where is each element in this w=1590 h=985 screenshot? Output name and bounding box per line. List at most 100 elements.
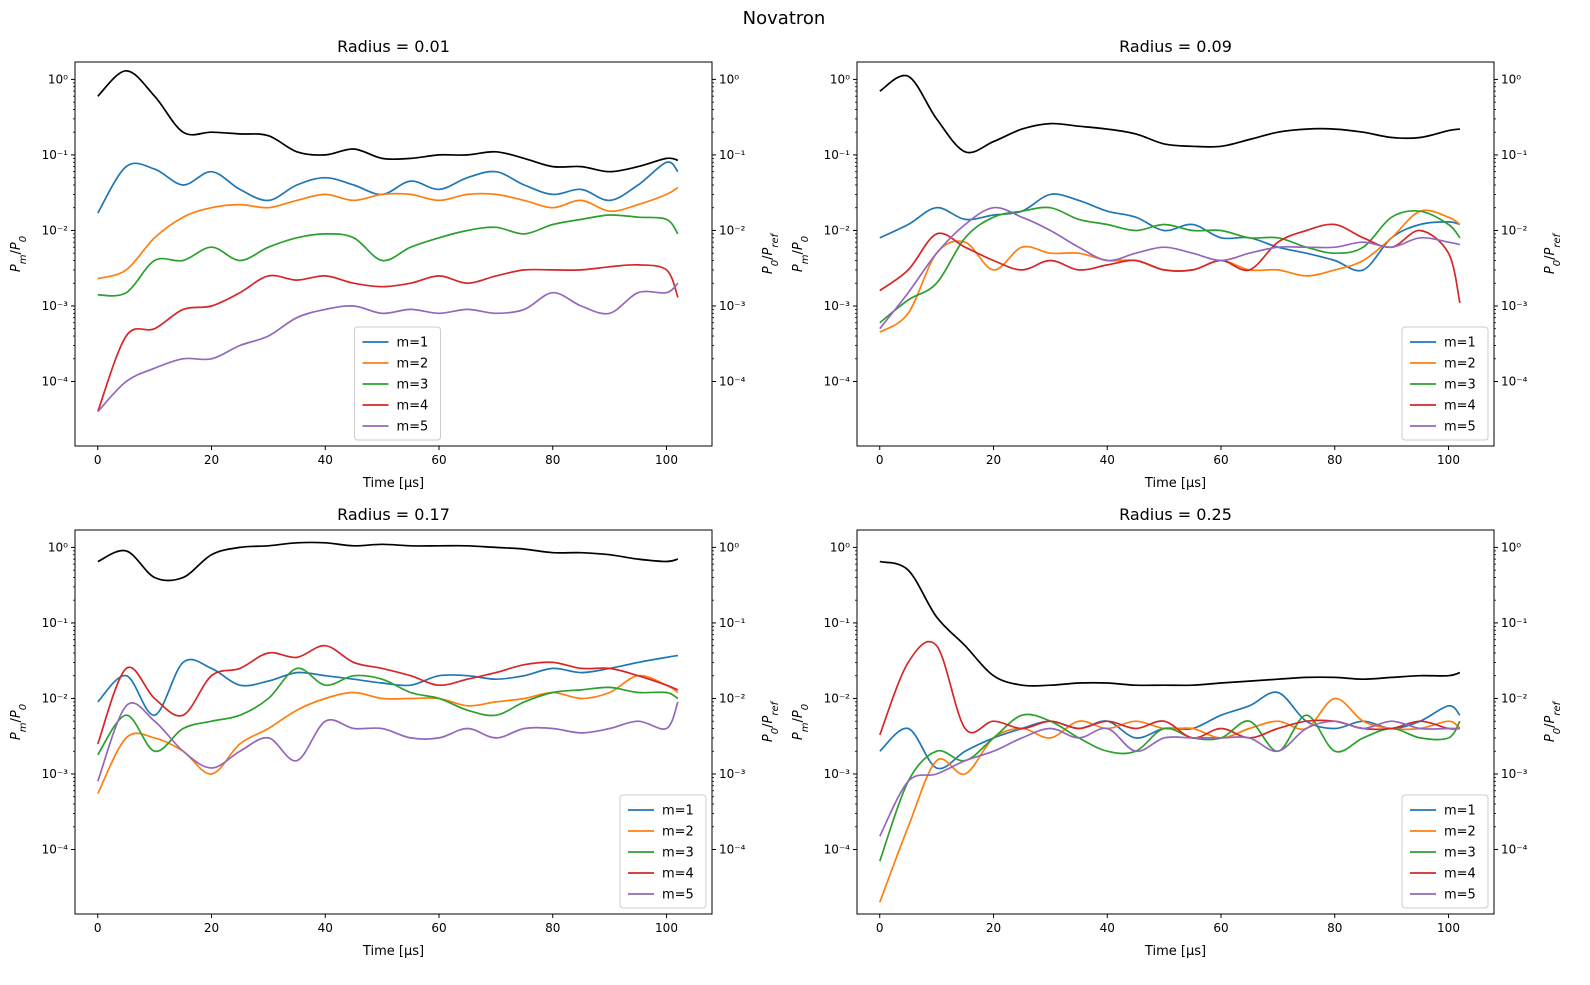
- legend-label: m=1: [662, 804, 694, 819]
- subplot-2: Radius = 0.09 0 20 40 60 80 100 10⁻⁴ 10⁻⁴ 10⁻³ 10⁻…: [791, 37, 1563, 491]
- y-tick-label: 10⁻³: [42, 767, 69, 781]
- x-tick-label: 20: [204, 921, 219, 935]
- series-group: [879, 74, 1461, 333]
- y-tick-label-right: 10⁻¹: [719, 616, 746, 630]
- y-tick-label-right: 10⁻⁴: [719, 843, 746, 857]
- x-tick-label: 20: [986, 453, 1001, 467]
- y-axis-label: Pm/P0: [9, 236, 29, 272]
- x-tick-label: 100: [1437, 921, 1460, 935]
- legend-box: [1401, 326, 1489, 441]
- x-axis-label: Time [μs]: [362, 944, 424, 959]
- legend-label: m=4: [662, 867, 694, 882]
- y-tick-label-right: 10⁻³: [719, 767, 746, 781]
- y-tick-label-right: 10⁻³: [1501, 767, 1528, 781]
- x-tick-label: 0: [94, 453, 102, 467]
- legend-label: m=4: [1444, 399, 1476, 414]
- y-tick-label-right: 10⁰: [1501, 72, 1521, 86]
- legend-label: m=4: [397, 399, 429, 414]
- y-tick-label: 10⁰: [48, 540, 68, 554]
- legend-label: m=1: [397, 336, 429, 351]
- y-tick-label-right: 10⁻³: [1501, 299, 1528, 313]
- subplot-grid: Radius = 0.01 0 20 40 60 80 100 10⁻⁴ 10⁻⁴ 10⁻³ 10⁻…: [9, 37, 1563, 959]
- series-line-m3: [879, 206, 1461, 324]
- series-line-reference: [879, 74, 1460, 154]
- subplot-title: Radius = 0.09: [1119, 37, 1232, 56]
- x-tick-label: 100: [655, 453, 678, 467]
- legend-box: [354, 326, 441, 441]
- x-tick-label: 60: [431, 921, 446, 935]
- y-axis-label-right: P0/Pref: [1543, 700, 1563, 742]
- y-tick-label: 10⁻¹: [824, 616, 851, 630]
- legend-label: m=1: [1444, 804, 1476, 819]
- axes-frame: [74, 529, 713, 915]
- legend: m=1 m=2 m=3 m=4 m=5: [619, 794, 707, 909]
- series-line-m2: [97, 674, 679, 794]
- x-tick-label: 80: [1327, 453, 1342, 467]
- legend-label: m=3: [1444, 378, 1476, 393]
- x-axis-label: Time [μs]: [1144, 476, 1206, 491]
- x-tick-label: 40: [318, 921, 333, 935]
- y-tick-label: 10⁰: [830, 72, 850, 86]
- y-tick-label-right: 10⁻⁴: [719, 375, 746, 389]
- x-tick-label: 20: [204, 453, 219, 467]
- y-tick-label: 10⁻¹: [824, 148, 851, 162]
- legend-label: m=4: [1444, 867, 1476, 882]
- x-tick-label: 0: [94, 921, 102, 935]
- legend-label: m=3: [397, 378, 429, 393]
- legend-box: [1401, 794, 1489, 909]
- y-tick-label: 10⁰: [830, 540, 850, 554]
- y-tick-label-right: 10⁰: [719, 72, 739, 86]
- y-tick-label: 10⁻²: [824, 691, 851, 705]
- y-tick-label-right: 10⁻³: [719, 299, 746, 313]
- series-group: [878, 560, 1461, 903]
- y-tick-label: 10⁻⁴: [824, 375, 851, 389]
- series-line-m5: [879, 720, 1460, 837]
- series-line-m4: [97, 644, 679, 745]
- legend-label: m=5: [662, 888, 694, 903]
- y-tick-label-right: 10⁰: [719, 540, 739, 554]
- legend-label: m=2: [1444, 357, 1476, 372]
- series-line-m4: [97, 263, 679, 412]
- x-tick-label: 100: [655, 921, 678, 935]
- y-axis-label-right: P0/Pref: [761, 232, 781, 274]
- x-tick-label: 40: [1100, 921, 1115, 935]
- legend-label: m=2: [1444, 825, 1476, 840]
- y-tick-label: 10⁻²: [42, 223, 69, 237]
- legend-label: m=5: [397, 420, 429, 435]
- y-tick-label: 10⁰: [48, 72, 68, 86]
- x-tick-label: 60: [431, 453, 446, 467]
- x-axis-label: Time [μs]: [1144, 944, 1206, 959]
- y-tick-label-right: 10⁻²: [719, 691, 746, 705]
- y-tick-label-right: 10⁻¹: [1501, 616, 1528, 630]
- y-tick-label: 10⁻³: [42, 299, 69, 313]
- y-tick-label-right: 10⁻²: [719, 223, 746, 237]
- y-tick-label: 10⁻²: [42, 691, 69, 705]
- series-line-m5: [97, 701, 679, 782]
- y-axis-label: Pm/P0: [791, 704, 811, 740]
- legend-label: m=5: [1444, 888, 1476, 903]
- legend-label: m=3: [662, 846, 694, 861]
- y-axis-label: Pm/P0: [791, 236, 811, 272]
- series-group: [97, 541, 679, 794]
- series-line-m2: [97, 186, 679, 280]
- y-tick-label-right: 10⁰: [1501, 540, 1521, 554]
- y-tick-label: 10⁻²: [824, 223, 851, 237]
- y-tick-label: 10⁻⁴: [42, 843, 69, 857]
- series-line-m4: [879, 640, 1460, 739]
- subplot-1: Radius = 0.01 0 20 40 60 80 100 10⁻⁴ 10⁻⁴ 10⁻³ 10⁻…: [9, 37, 781, 491]
- subplot-4: Radius = 0.25 0 20 40 60 80 100 10⁻⁴ 10⁻⁴ 10⁻³ 10⁻…: [791, 505, 1563, 959]
- y-tick-label: 10⁻⁴: [42, 375, 69, 389]
- series-line-reference: [97, 541, 679, 582]
- legend-label: m=1: [1444, 336, 1476, 351]
- series-line-reference: [879, 560, 1461, 687]
- y-tick-label: 10⁻¹: [42, 148, 69, 162]
- legend-label: m=3: [1444, 846, 1476, 861]
- x-tick-label: 0: [876, 921, 884, 935]
- y-tick-label-right: 10⁻²: [1501, 223, 1528, 237]
- y-tick-label-right: 10⁻¹: [719, 148, 746, 162]
- y-tick-label-right: 10⁻⁴: [1501, 843, 1528, 857]
- legend: m=1 m=2 m=3 m=4 m=5: [1401, 794, 1489, 909]
- y-axis-label-right: P0/Pref: [1543, 232, 1563, 274]
- legend-label: m=2: [397, 357, 429, 372]
